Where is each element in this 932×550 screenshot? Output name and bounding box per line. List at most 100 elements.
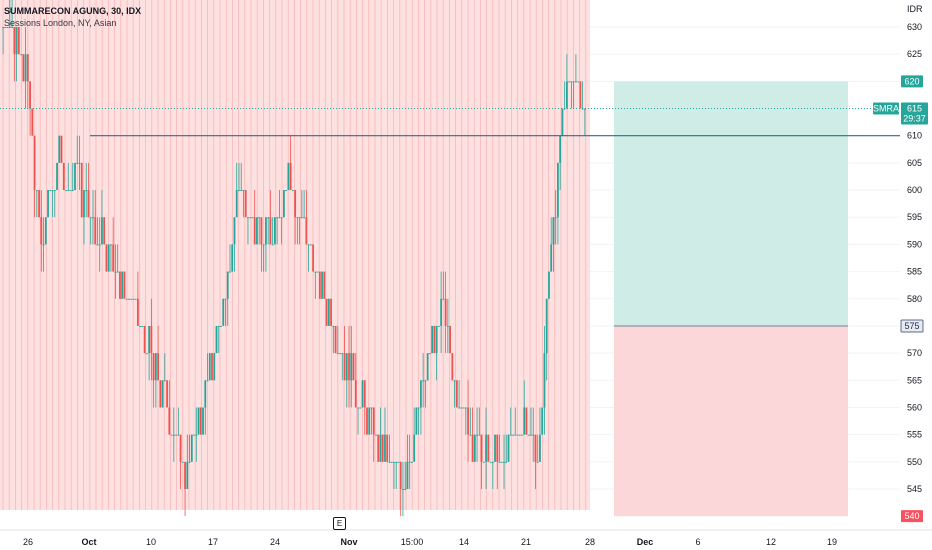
time-tick-label: 28	[585, 537, 595, 547]
candle	[541, 407, 544, 435]
price-tick-label: 585	[907, 267, 922, 277]
candle	[114, 271, 117, 273]
candle	[47, 190, 49, 218]
entry-price-tag: 575	[900, 319, 924, 333]
candle	[330, 298, 332, 326]
candle	[159, 380, 162, 408]
candle	[29, 81, 31, 109]
candle	[123, 271, 126, 299]
candle	[163, 380, 166, 382]
session-background	[0, 0, 590, 510]
candle	[530, 434, 532, 436]
time-axis[interactable]: 26 Oct 10 17 24 Nov 15:00 14 21 28 Dec 6 12 19	[0, 529, 932, 547]
symbol-tag-text: SMRA	[873, 104, 899, 114]
candle	[557, 162, 559, 218]
candle	[177, 434, 180, 436]
candle	[161, 380, 164, 408]
profit-zone[interactable]	[614, 81, 848, 326]
candle	[552, 217, 555, 245]
candle	[471, 434, 474, 462]
candle	[500, 461, 503, 463]
events-badge[interactable]: E	[333, 517, 346, 530]
candle	[278, 217, 281, 219]
last-price-value: 615	[907, 104, 922, 114]
price-tick-label: 560	[907, 402, 922, 412]
time-tick-label: 21	[521, 537, 531, 547]
candle	[92, 217, 94, 219]
candle	[379, 434, 382, 462]
candle	[361, 380, 364, 408]
candle	[325, 298, 328, 326]
time-tick-label: 24	[270, 537, 280, 547]
candle	[94, 217, 97, 245]
candle	[514, 434, 517, 436]
candle	[415, 407, 418, 435]
candle	[525, 407, 528, 435]
chart-legend: SUMMARECON AGUNG, 30, IDX Sessions Londo…	[4, 5, 141, 29]
candle	[148, 325, 151, 354]
candle	[11, 27, 14, 28]
candle	[480, 434, 483, 462]
candle	[503, 461, 505, 463]
candle	[289, 162, 292, 191]
candle	[22, 54, 25, 82]
candle	[539, 434, 541, 462]
candle	[377, 434, 380, 462]
candle	[116, 271, 119, 273]
candle	[455, 380, 458, 408]
candle	[550, 244, 553, 272]
candle	[249, 217, 252, 219]
candle	[107, 244, 110, 272]
candle	[235, 190, 238, 218]
price-tick-label: 630	[907, 22, 922, 32]
candle	[307, 244, 310, 246]
candle	[402, 489, 404, 490]
candle	[309, 244, 312, 246]
candle	[444, 298, 447, 326]
candle	[287, 162, 290, 191]
candle	[69, 190, 72, 192]
candle	[413, 434, 416, 462]
symbol-tag: SMRA	[873, 102, 899, 115]
candle	[67, 190, 70, 192]
candle	[498, 461, 501, 463]
session-bands	[0, 0, 590, 510]
candle	[168, 407, 171, 435]
candle	[323, 271, 326, 299]
candle	[357, 407, 359, 409]
loss-zone[interactable]	[614, 325, 848, 517]
candle	[112, 244, 115, 272]
candle	[420, 380, 422, 408]
candle	[217, 325, 220, 327]
candle	[341, 353, 344, 355]
candle	[453, 380, 456, 382]
candle	[197, 407, 200, 435]
candle	[262, 244, 265, 246]
candle	[381, 434, 384, 462]
candle	[87, 190, 90, 218]
candlesticks	[2, 0, 586, 517]
candle	[53, 190, 56, 192]
entry-price-tag-box	[900, 319, 924, 333]
time-tick-label: 17	[208, 537, 218, 547]
candle	[446, 325, 449, 327]
candle	[566, 81, 568, 109]
candle	[559, 135, 562, 163]
candle	[132, 298, 135, 300]
candle	[42, 244, 45, 246]
candle	[399, 461, 402, 489]
candle	[2, 27, 5, 28]
candle	[332, 325, 335, 327]
time-tick-label: 12	[766, 537, 776, 547]
candle	[204, 380, 207, 408]
candle	[20, 54, 22, 56]
price-tick-label: 590	[907, 239, 922, 249]
candle	[350, 353, 353, 381]
candle	[406, 461, 409, 489]
candle	[476, 434, 478, 436]
target-price-tag-text: 620	[904, 76, 919, 86]
stop-price-tag-text: 540	[904, 511, 919, 521]
candle	[145, 353, 148, 355]
price-tick-label: 545	[907, 484, 922, 494]
